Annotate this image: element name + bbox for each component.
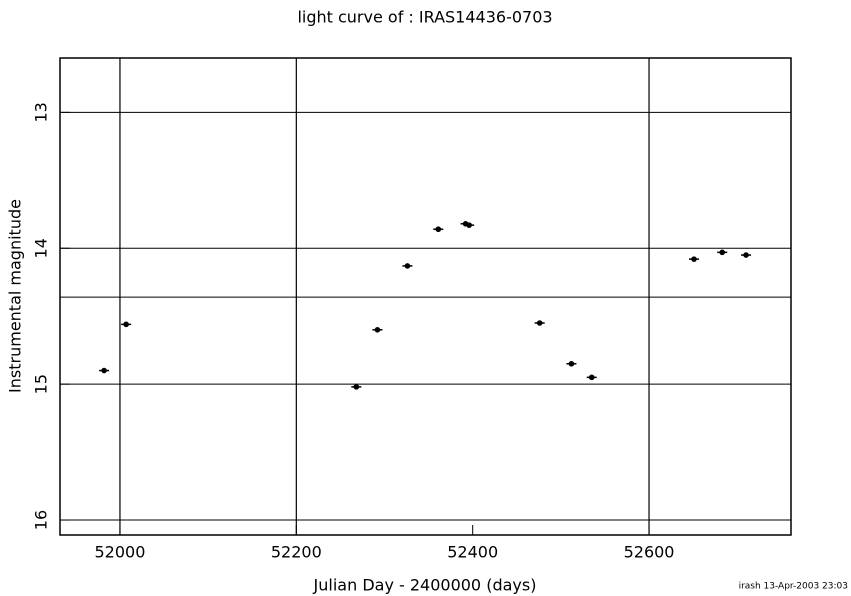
x-tick-label: 52200 (271, 543, 322, 562)
y-tick-label: 16 (32, 510, 51, 530)
plot-frame (59, 57, 792, 536)
y-axis-label: Instrumental magnitude (6, 199, 25, 393)
point (536, 320, 543, 326)
y-tick-label: 14 (32, 238, 51, 258)
point (568, 360, 575, 367)
point (101, 367, 107, 374)
point (353, 384, 360, 390)
point (374, 326, 381, 333)
chart-title: light curve of : IRAS14436-0703 (297, 8, 552, 27)
y-tick-label: 13 (32, 102, 51, 122)
footer: irash 13-Apr-2003 23:03 (739, 582, 848, 592)
x-axis-label: Julian Day - 2400000 (days) (313, 576, 537, 595)
x-tick-label: 52600 (624, 543, 675, 562)
x-tick-label: 52400 (447, 543, 498, 562)
point (719, 249, 726, 256)
point (404, 263, 411, 269)
y-tick-label: 15 (32, 374, 51, 394)
point (588, 374, 595, 381)
point (743, 252, 749, 258)
point (435, 226, 442, 233)
x-tick-label: 52000 (95, 543, 146, 562)
point (123, 321, 129, 328)
point (466, 222, 472, 228)
point (691, 256, 697, 262)
